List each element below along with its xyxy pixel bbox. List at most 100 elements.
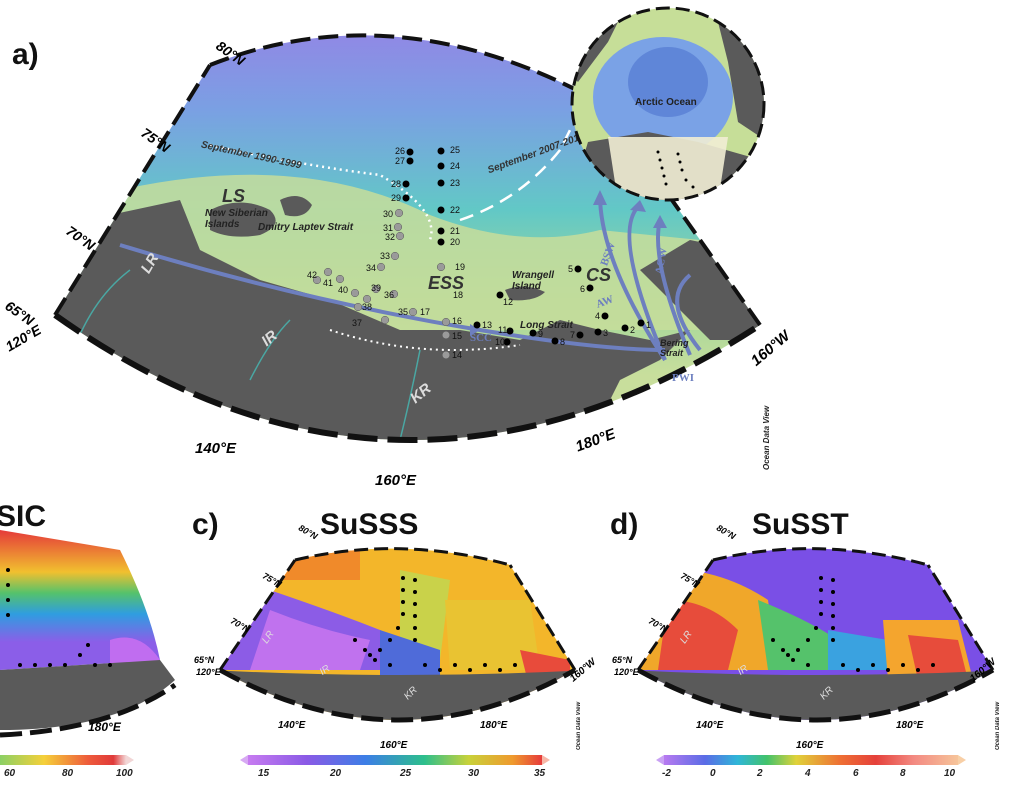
station-label-4: 4 — [595, 311, 601, 321]
wrangell-island-shape — [505, 286, 545, 301]
panel-b-colorbar — [0, 755, 134, 765]
panel-c-lat-65: 65°N — [194, 655, 215, 665]
station-label-41: 41 — [323, 278, 334, 288]
station-label-13: 13 — [482, 320, 493, 330]
lon-160e-label: 160°E — [375, 472, 417, 489]
station-label-1: 1 — [646, 320, 652, 330]
station-label-20: 20 — [450, 237, 461, 247]
panel-d-lon-140e: 140°E — [696, 720, 724, 731]
station-label-8: 8 — [560, 337, 566, 347]
bering-label: Bering Strait — [660, 338, 689, 358]
panel-b-tick-60: 60 — [4, 768, 16, 779]
panel-d-lat-65: 65°N — [612, 655, 633, 665]
panel-d-lat-80: 80°N — [714, 522, 738, 542]
station-label-17: 17 — [420, 307, 431, 317]
panel-d-tick-0: 0 — [710, 768, 716, 779]
panel-c-lon-120e: 120°E — [196, 667, 221, 677]
lon-140e-label: 140°E — [195, 440, 237, 457]
station-label-33: 33 — [380, 251, 391, 261]
panel-c-lon-160e: 160°E — [380, 740, 408, 751]
panel-c-tick-15: 15 — [258, 768, 270, 779]
panel-b-lon-label: 180°E — [88, 720, 121, 734]
station-label-36: 36 — [384, 290, 395, 300]
panel-a-stations — [312, 147, 645, 360]
panel-b-tick-100: 100 — [116, 768, 133, 779]
station-label-10: 10 — [495, 337, 506, 347]
panel-c-colorbar — [240, 755, 550, 765]
panel-b-map — [0, 530, 177, 738]
station-label-29: 29 — [391, 193, 402, 203]
dmitry-label: Dmitry Laptev Strait — [258, 222, 354, 233]
panel-c-title: SuSSS — [320, 508, 419, 541]
station-label-34: 34 — [366, 263, 377, 273]
panel-b-tick-80: 80 — [62, 768, 74, 779]
station-label-28: 28 — [391, 179, 402, 189]
station-label-37: 37 — [352, 318, 363, 328]
panel-c-tick-25: 25 — [400, 768, 412, 779]
panel-c-lon-180e: 180°E — [480, 720, 508, 731]
panel-d-tick-10: 10 — [944, 768, 956, 779]
panel-d-tick-4: 4 — [805, 768, 811, 779]
station-label-2: 2 — [630, 325, 636, 335]
new-siberian-label: New Siberian Islands — [205, 208, 268, 230]
arctic-ocean-label: Arctic Ocean — [635, 97, 697, 108]
region-ess-label: ESS — [428, 273, 465, 293]
panel-d-lon-180e: 180°E — [896, 720, 924, 731]
panel-d-tick-2: 2 — [757, 768, 763, 779]
panel-c-lon-140e: 140°E — [278, 720, 306, 731]
ice-edge-2007s — [459, 109, 582, 222]
station-label-22: 22 — [450, 205, 461, 215]
panel-b-title: SIC — [0, 500, 47, 533]
station-label-12: 12 — [503, 297, 514, 307]
station-label-21: 21 — [450, 226, 461, 236]
station-label-14: 14 — [452, 350, 463, 360]
region-ls-label: LS — [222, 186, 246, 206]
station-label-26: 26 — [395, 146, 406, 156]
station-label-42: 42 — [307, 270, 318, 280]
station-label-32: 32 — [385, 232, 396, 242]
station-label-27: 27 — [395, 156, 406, 166]
panel-d-tick-neg2: -2 — [662, 768, 671, 779]
panel-d-tick-8: 8 — [900, 768, 906, 779]
station-label-25: 25 — [450, 145, 461, 155]
current-scc-label: SCC — [470, 332, 493, 344]
station-label-39: 39 — [371, 283, 382, 293]
long-strait-label: Long Strait — [520, 320, 573, 331]
station-label-40: 40 — [338, 285, 349, 295]
station-label-18: 18 — [453, 290, 464, 300]
panel-c-map — [218, 547, 577, 723]
station-label-9: 9 — [538, 329, 544, 339]
station-label-5: 5 — [568, 264, 574, 274]
panel-a-odv-credit: Ocean Data View — [762, 405, 771, 470]
station-label-23: 23 — [450, 178, 461, 188]
panel-d-colorbar — [656, 755, 966, 765]
panel-c-odv-credit: Ocean Data View — [576, 701, 582, 750]
station-label-3: 3 — [603, 328, 609, 338]
station-label-24: 24 — [450, 161, 461, 171]
station-label-11: 11 — [498, 325, 508, 335]
station-label-31: 31 — [383, 223, 394, 233]
station-label-38: 38 — [362, 302, 373, 312]
wrangell-label: Wrangell Island — [512, 270, 555, 292]
station-label-30: 30 — [383, 209, 394, 219]
panel-d-lon-160e: 160°E — [796, 740, 824, 751]
panel-d-map — [636, 547, 995, 723]
station-label-6: 6 — [580, 284, 586, 294]
new-siberian-islands-shape — [210, 202, 276, 237]
current-pwi-label: PWI — [672, 372, 694, 384]
panel-d-lon-120e: 120°E — [614, 667, 639, 677]
panel-c-tick-30: 30 — [468, 768, 480, 779]
station-label-16: 16 — [452, 316, 463, 326]
panel-c-tick-20: 20 — [330, 768, 342, 779]
panel-d-odv-credit: Ocean Data View — [995, 701, 1001, 750]
panel-c-tick-35: 35 — [534, 768, 546, 779]
station-label-15: 15 — [452, 331, 463, 341]
panel-d-tick-6: 6 — [853, 768, 859, 779]
panel-c-letter: c) — [192, 508, 219, 541]
region-cs-label: CS — [586, 265, 612, 285]
inset-globe — [570, 6, 766, 202]
panel-a-letter: a) — [12, 38, 39, 71]
station-label-7: 7 — [570, 330, 576, 340]
panel-c-lat-80: 80°N — [296, 522, 320, 542]
panel-d-title: SuSST — [752, 508, 849, 541]
